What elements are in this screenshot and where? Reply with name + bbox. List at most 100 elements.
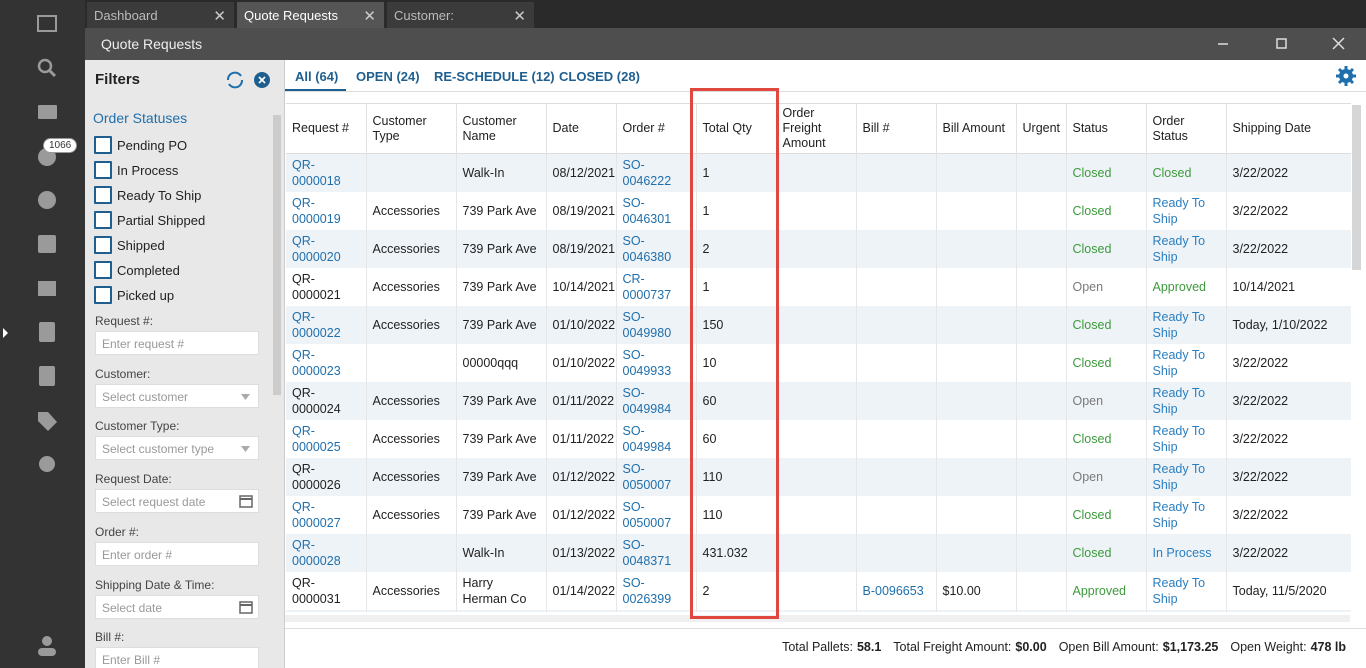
cell: 3/22/2022: [1226, 153, 1351, 192]
cell[interactable]: SO-0050007: [616, 458, 697, 496]
cell: Closed: [1066, 306, 1147, 344]
cell[interactable]: QR-0000018: [286, 153, 367, 192]
empty-cell: [936, 610, 1017, 612]
icon-search[interactable]: [37, 58, 53, 74]
tab-close[interactable]: ✕: [513, 8, 526, 25]
empty-cell: [856, 420, 937, 458]
field-input[interactable]: Select date: [95, 594, 259, 619]
refresh[interactable]: [227, 71, 243, 89]
table-row: QR-0000033AccessoriesHarry Herman Co01/1…: [286, 610, 1351, 612]
icon-store[interactable]: [38, 281, 56, 296]
cell[interactable]: SO-0037859: [616, 610, 697, 612]
checkbox[interactable]: [94, 186, 112, 204]
cell[interactable]: SO-0050007: [616, 496, 697, 534]
icon-quote[interactable]: [39, 322, 55, 342]
cell[interactable]: QR-0000022: [286, 306, 367, 344]
empty-cell: [776, 572, 857, 610]
scrollbar[interactable]: [273, 115, 281, 395]
expand-arrow[interactable]: [3, 328, 8, 338]
footer-label: Open Bill Amount:: [1058, 640, 1159, 654]
cell[interactable]: QR-0000019: [286, 192, 367, 230]
icon-folder[interactable]: [38, 105, 57, 119]
cell[interactable]: SO-0046380: [616, 230, 697, 268]
close[interactable]: [1332, 37, 1345, 50]
footer-value: 478 lb: [1310, 640, 1346, 654]
tab-close[interactable]: ✕: [363, 8, 376, 25]
checkbox[interactable]: [94, 236, 112, 254]
icon-settings[interactable]: [39, 456, 55, 472]
cell[interactable]: SO-0046301: [616, 192, 697, 230]
cell[interactable]: B-0096653: [856, 572, 937, 610]
table-row: QR-0000024 Accessories 739 Park Ave 01/11/2…: [286, 382, 1351, 420]
cell: Accessories: [366, 192, 457, 230]
field-input[interactable]: Enter order #: [95, 541, 259, 566]
cell: Ready To Ship: [1146, 496, 1227, 534]
cell: Accessories: [366, 572, 457, 610]
icon-user[interactable]: [42, 636, 52, 646]
tab[interactable]: Dashboard ✕: [87, 2, 234, 28]
tab-close[interactable]: ✕: [213, 8, 226, 25]
view-tab[interactable]: CLOSED (28): [559, 69, 640, 84]
cell[interactable]: SO-0046222: [616, 153, 697, 192]
table-row: QR-0000027 Accessories 739 Park Ave 01/12/2…: [286, 496, 1351, 534]
cell[interactable]: QR-0000028: [286, 534, 367, 572]
cell: QR-0000024: [286, 382, 367, 420]
tab[interactable]: Customer: ✕: [387, 2, 534, 28]
icon-tag[interactable]: [38, 412, 57, 431]
cell[interactable]: SO-0049980: [616, 306, 697, 344]
icon-dashboard[interactable]: [37, 15, 57, 32]
cell[interactable]: CR-0000737: [616, 268, 697, 306]
cell[interactable]: QR-0000027: [286, 496, 367, 534]
checkbox[interactable]: [94, 286, 112, 304]
empty-cell: [776, 268, 857, 306]
field-input[interactable]: Enter Bill #: [95, 647, 259, 668]
field-input[interactable]: Enter request #: [95, 331, 259, 355]
table-row: QR-0000026 Accessories 739 Park Ave 01/12/2…: [286, 458, 1351, 496]
empty-cell: [1016, 192, 1067, 230]
cell[interactable]: SO-0049984: [616, 420, 697, 458]
cell: Closed: [1066, 192, 1147, 230]
column-header: Customer Type: [366, 103, 457, 154]
cell: 01/10/2022: [546, 344, 617, 382]
column-header: Bill Amount: [936, 103, 1017, 154]
cell: 2: [696, 610, 777, 612]
filters-panel: Filters Order Statuses Pending PO In Proc…: [85, 60, 285, 668]
cell[interactable]: QR-0000023: [286, 344, 367, 382]
view-tab[interactable]: All (64): [295, 69, 339, 84]
checkbox[interactable]: [94, 211, 112, 229]
cell[interactable]: QR-0000020: [286, 230, 367, 268]
view-tab[interactable]: RE-SCHEDULE (12): [434, 69, 555, 84]
cell[interactable]: SO-0048371: [616, 534, 697, 572]
tab[interactable]: Quote Requests ✕: [237, 2, 384, 28]
settings-gear[interactable]: [1336, 66, 1356, 86]
restore[interactable]: [1276, 38, 1287, 49]
field-label: Request Date:: [95, 472, 172, 487]
empty-cell: [1016, 458, 1067, 496]
column-header: Status: [1066, 103, 1147, 154]
column-header: Shipping Date: [1226, 103, 1351, 154]
empty-cell: [776, 496, 857, 534]
checkbox[interactable]: [94, 161, 112, 179]
icon-contact[interactable]: [38, 235, 56, 253]
cell: 739 Park Ave: [456, 230, 547, 268]
checkbox[interactable]: [94, 136, 112, 154]
view-tab[interactable]: OPEN (24): [356, 69, 420, 84]
h-scrollbar[interactable]: [285, 615, 1350, 622]
icon-dollar[interactable]: [38, 191, 56, 209]
field-input[interactable]: Select customer: [95, 383, 259, 408]
field-input[interactable]: Select request date: [95, 489, 259, 514]
empty-cell: [1016, 534, 1067, 572]
cell[interactable]: SO-0049933: [616, 344, 697, 382]
cell[interactable]: QR-0000025: [286, 420, 367, 458]
cell[interactable]: SO-0049984: [616, 382, 697, 420]
checkbox[interactable]: [94, 261, 112, 279]
icon-clipboard[interactable]: [39, 366, 55, 386]
cell: Today, 1/10/2022: [1226, 306, 1351, 344]
highlight-box: [690, 88, 779, 619]
v-scrollbar[interactable]: [1352, 105, 1361, 270]
field-input[interactable]: Select customer type: [95, 436, 259, 461]
cell: 01/13/2022: [546, 534, 617, 572]
cell[interactable]: SO-0026399: [616, 572, 697, 610]
empty-cell: [856, 610, 937, 612]
cell: 3/22/2022: [1226, 382, 1351, 420]
